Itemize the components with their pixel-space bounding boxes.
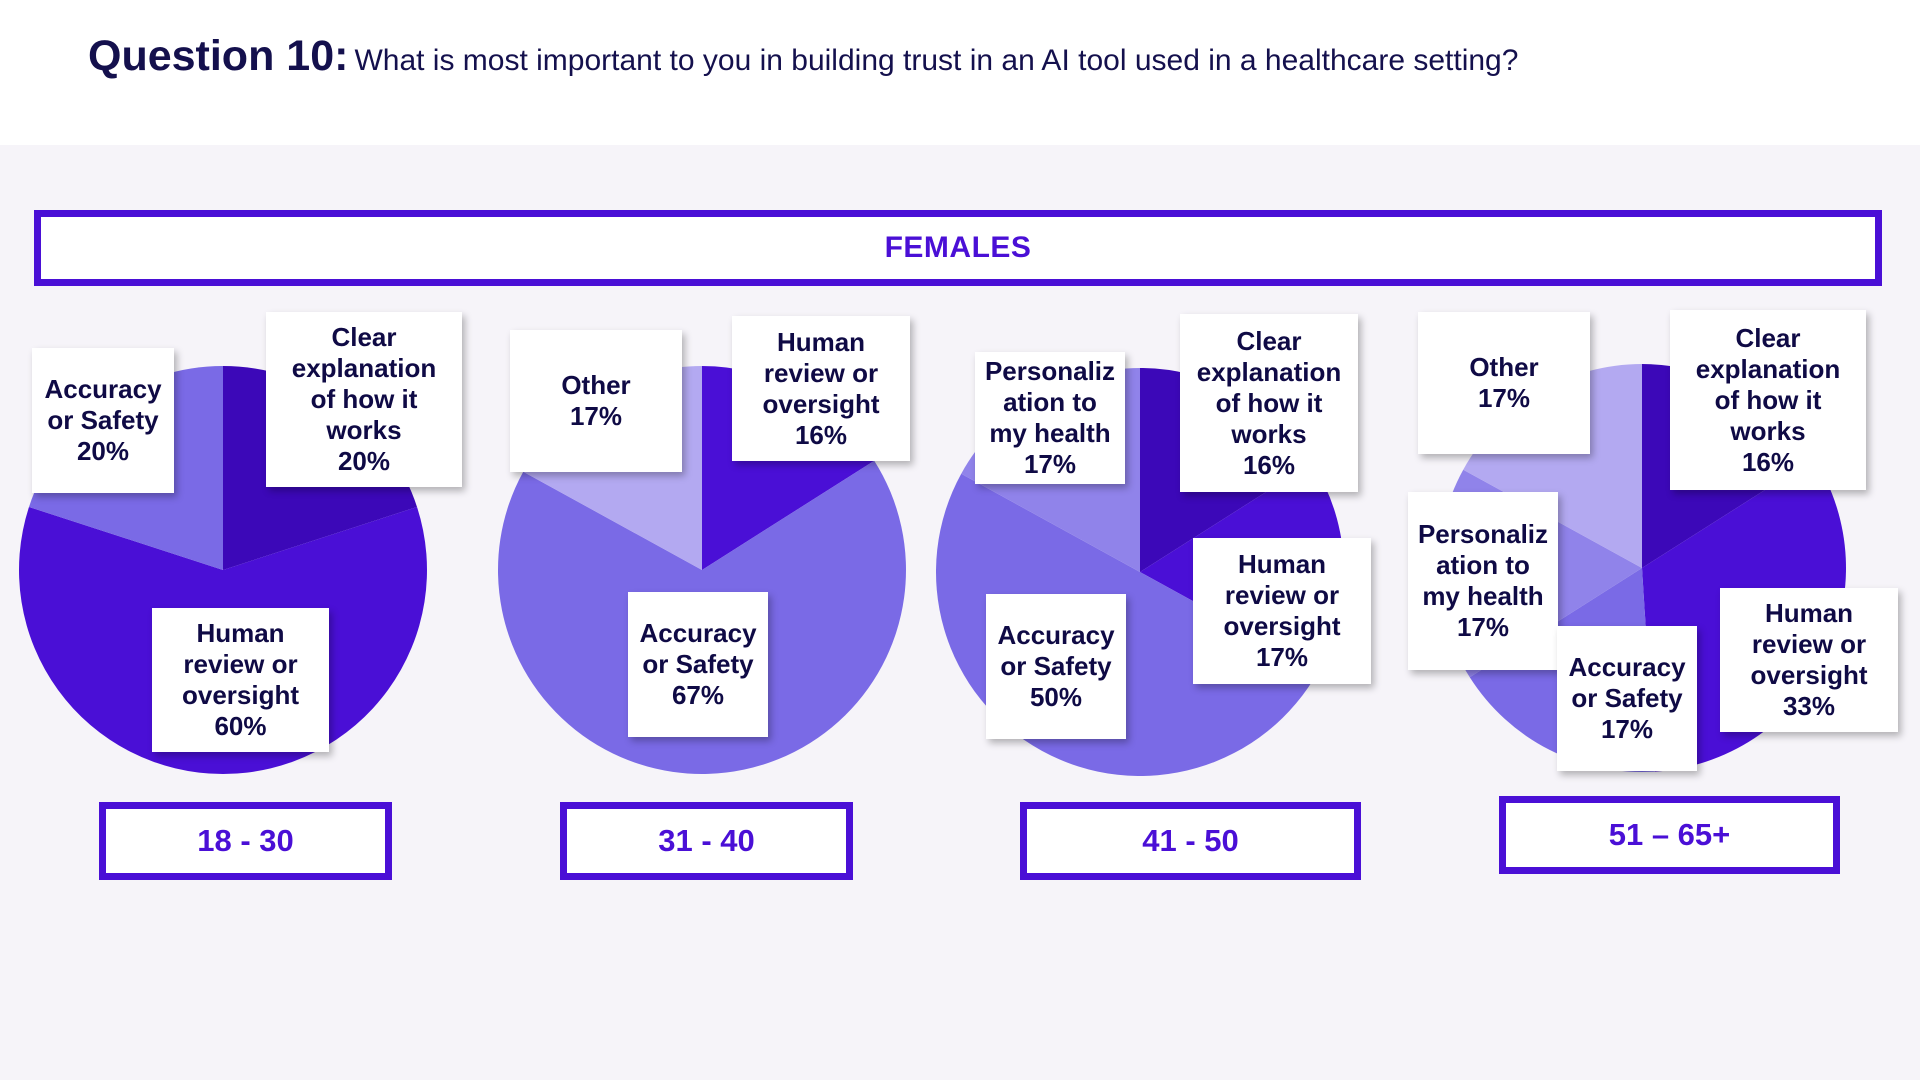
label-c2-accuracy: Accuracy or Safety 67% (628, 592, 768, 737)
age-group-41-50: 41 - 50 (1020, 802, 1361, 880)
age-group-51-65: 51 – 65+ (1499, 796, 1840, 874)
page-title: Question 10: What is most important to yo… (88, 32, 1518, 81)
title-area: Question 10: What is most important to yo… (0, 0, 1920, 145)
label-c2-human-review: Human review or oversight 16% (732, 316, 910, 461)
question-number: Question 10: (88, 32, 349, 80)
label-c3-accuracy: Accuracy or Safety 50% (986, 594, 1126, 739)
label-c4-accuracy: Accuracy or Safety 17% (1557, 626, 1697, 771)
label-c4-clear-explanation: Clear explanation of how it works 16% (1670, 310, 1866, 490)
females-banner: FEMALES (34, 210, 1882, 286)
label-c4-personalization: Personaliz ation to my health 17% (1408, 492, 1558, 670)
label-c3-clear-explanation: Clear explanation of how it works 16% (1180, 314, 1358, 492)
label-c3-personalization: Personaliz ation to my health 17% (975, 352, 1125, 484)
question-text: What is most important to you in buildin… (354, 44, 1519, 77)
label-c1-accuracy: Accuracy or Safety 20% (32, 348, 174, 493)
label-c3-human-review: Human review or oversight 17% (1193, 538, 1371, 684)
age-group-31-40: 31 - 40 (560, 802, 853, 880)
age-group-18-30: 18 - 30 (99, 802, 392, 880)
label-c1-clear-explanation: Clear explanation of how it works 20% (266, 312, 462, 487)
label-c4-human-review: Human review or oversight 33% (1720, 588, 1898, 732)
label-c2-other: Other 17% (510, 330, 682, 472)
label-c4-other: Other 17% (1418, 312, 1590, 454)
label-c1-human-review: Human review or oversight 60% (152, 608, 329, 752)
